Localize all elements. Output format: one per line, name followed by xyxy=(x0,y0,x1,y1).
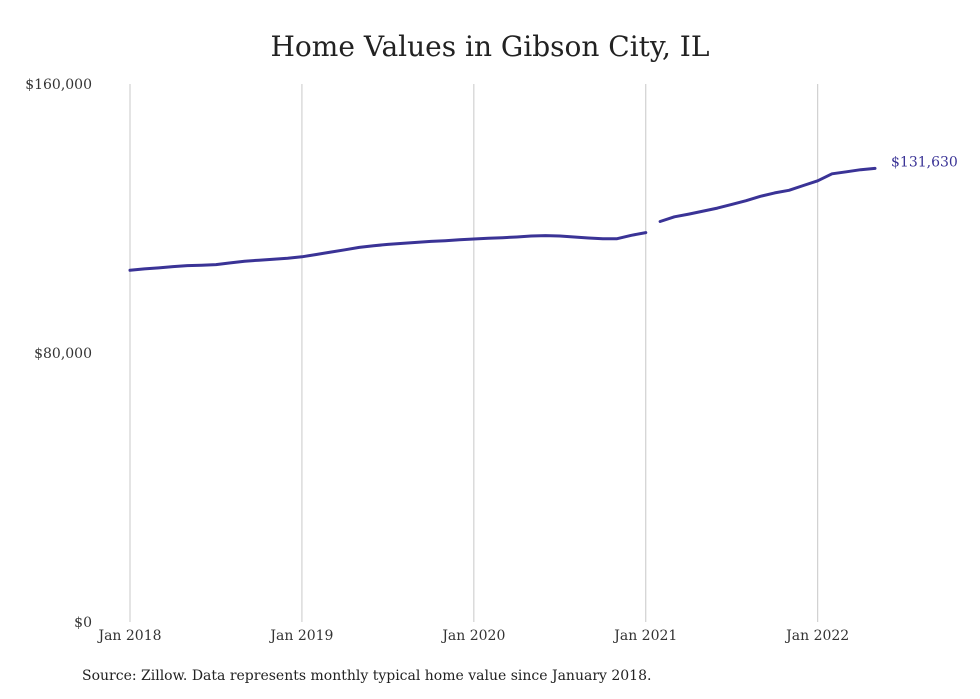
x-tick-label-2: Jan 2020 xyxy=(440,628,505,644)
grid-layer xyxy=(129,84,819,622)
y-tick-label-0: $0 xyxy=(74,615,92,631)
series-line-segment-0-1 xyxy=(658,166,877,223)
x-tick-label-4: Jan 2022 xyxy=(784,628,849,644)
x-tick-label-0: Jan 2018 xyxy=(96,628,161,644)
chart-title: Home Values in Gibson City, IL xyxy=(270,30,710,63)
end-value-label: $131,630 xyxy=(891,154,958,170)
x-tick-labels: Jan 2018 Jan 2019 Jan 2020 Jan 2021 Jan 2022 xyxy=(96,628,849,644)
x-tick-label-1: Jan 2019 xyxy=(268,628,333,644)
series-layer xyxy=(128,166,877,272)
source-note: Source: Zillow. Data represents monthly … xyxy=(82,668,652,684)
y-tick-label-1: $80,000 xyxy=(34,346,92,362)
y-tick-labels: $0 $80,000 $160,000 xyxy=(25,77,92,631)
x-tick-label-3: Jan 2021 xyxy=(612,628,677,644)
y-tick-label-2: $160,000 xyxy=(25,77,92,93)
series-line-segment-0-0 xyxy=(128,231,648,272)
